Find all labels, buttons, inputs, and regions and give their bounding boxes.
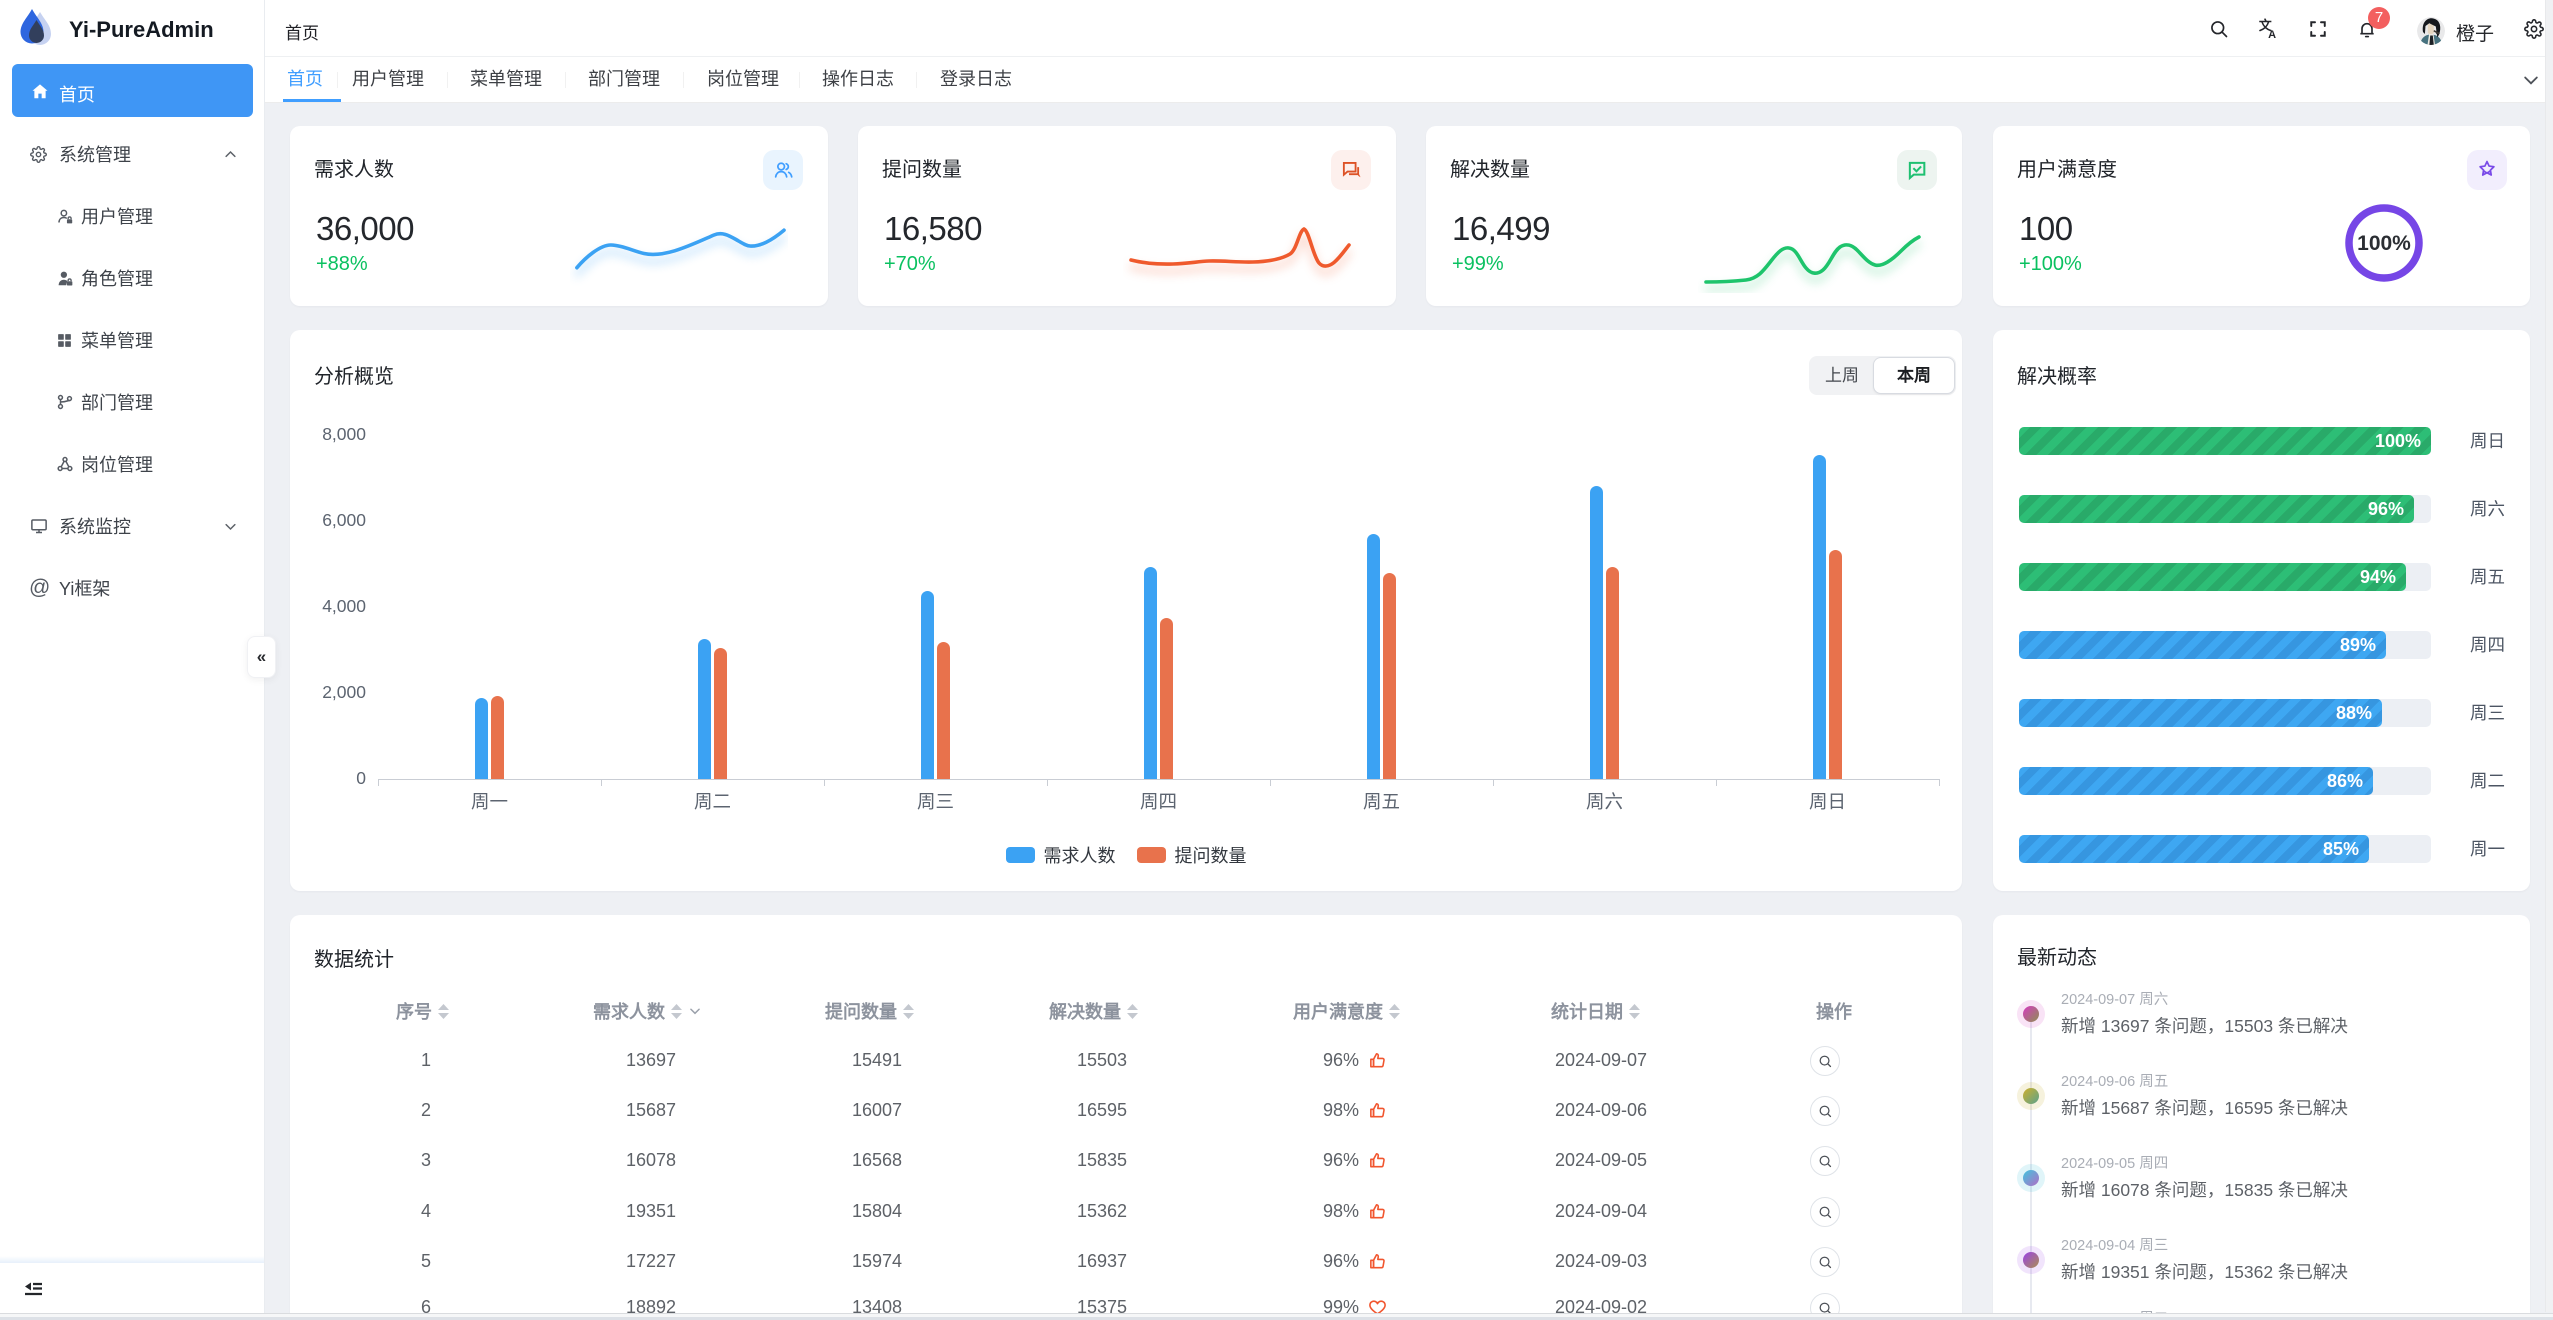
svg-text:文: 文 <box>2259 18 2272 33</box>
svg-text:A: A <box>2268 29 2276 40</box>
svg-text:100%: 100% <box>2357 232 2411 255</box>
